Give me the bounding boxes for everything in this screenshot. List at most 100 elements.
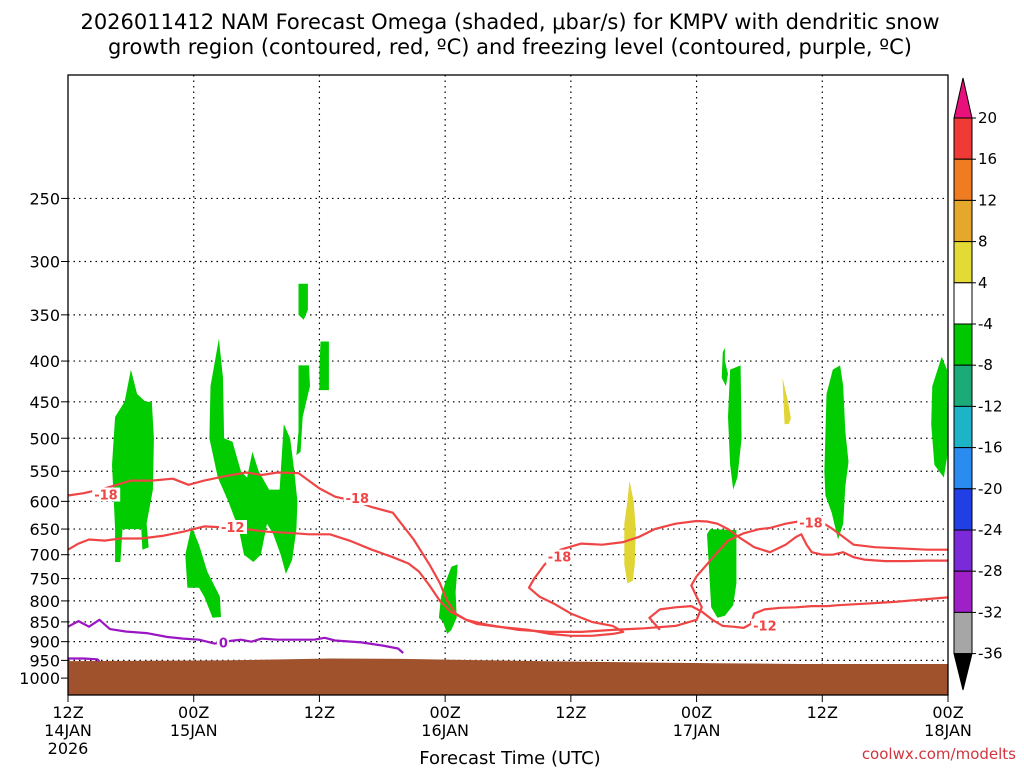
x-tick-label-12-1: 00Z [178, 703, 209, 722]
colorbar-swatch-2 [953, 158, 973, 201]
y-tick-label-350: 350 [29, 306, 60, 325]
y-tick-label-1000: 1000 [19, 669, 60, 688]
colorbar-label-5: -4 [978, 315, 993, 333]
omega-region-2 [209, 338, 298, 574]
x-tick-label-0-2: 14JAN [44, 721, 92, 740]
contour-label-bg-5 [751, 618, 780, 633]
colorbar-swatch-9 [953, 447, 973, 490]
y-tick-label-900: 900 [29, 633, 60, 652]
omega-region-7 [721, 347, 728, 387]
colorbar: 20 16 12 8 4 -4 -8 -12 -16 -20 -24 -28 -32 -36 [953, 77, 1003, 691]
y-tick-label-450: 450 [29, 393, 60, 412]
colorbar-label-11: -28 [978, 562, 1003, 580]
y-tick-label-400: 400 [29, 352, 60, 371]
x-tick-label-60-1: 00Z [681, 703, 712, 722]
contour-label-1: -18 [346, 492, 370, 507]
omega-region-12 [624, 480, 636, 584]
contour-label-bg-4 [797, 515, 826, 530]
y-tick-label-300: 300 [29, 253, 60, 272]
colorbar-label-0: 20 [978, 109, 997, 127]
colorbar-swatch-4 [953, 241, 973, 284]
colorbar-label-9: -20 [978, 480, 1003, 498]
colorbar-top-arrow [953, 77, 973, 119]
colorbar-swatch-8 [953, 405, 973, 449]
colorbar-swatch-6 [953, 323, 973, 366]
contour-label-5: -12 [753, 620, 777, 635]
y-tick-label-700: 700 [29, 546, 60, 565]
contour-label-bg-1 [343, 491, 372, 506]
y-tick-label-750: 750 [29, 570, 60, 589]
contour-line-0b [68, 657, 101, 662]
y-tick-label-250: 250 [29, 189, 60, 208]
contour-label-2: -12 [221, 521, 245, 536]
plot-area: -18 -18 -12 -18 -18 -12 0 [67, 74, 949, 696]
y-tick-label-600: 600 [29, 492, 60, 511]
colorbar-label-8: -16 [978, 439, 1003, 457]
x-tick-label-72-1: 12Z [807, 703, 838, 722]
colorbar-swatch-10 [953, 488, 973, 531]
colorbar-swatch-11 [953, 529, 973, 572]
contour-line--12b [648, 596, 949, 631]
x-tick-label-12-2: 15JAN [170, 721, 218, 740]
chart-title-line2: growth region (contoured, red, ºC) and f… [108, 35, 912, 59]
colorbar-label-4: 4 [978, 274, 988, 292]
x-tick-label-0-1: 12Z [52, 703, 83, 722]
omega-region-5 [319, 341, 329, 391]
colorbar-label-3: 8 [978, 233, 988, 251]
colorbar-swatch-5 [953, 282, 973, 325]
contour-label-0: -18 [94, 489, 118, 504]
colorbar-swatch-13 [953, 611, 973, 655]
contour-label-4: -18 [799, 517, 823, 532]
y-tick-label-800: 800 [29, 592, 60, 611]
y-tick-label-650: 650 [29, 520, 60, 539]
contour-line-0 [67, 618, 404, 654]
omega-region-9 [707, 529, 737, 618]
omega-region-10 [824, 365, 849, 540]
colorbar-label-10: -24 [978, 521, 1003, 539]
omega-region-8 [728, 365, 742, 490]
y-tick-label-550: 550 [29, 462, 60, 481]
omega-region-1 [185, 526, 221, 618]
contour-label-bg-3 [545, 549, 574, 564]
contour-line--18 [67, 471, 948, 637]
plot-frame [67, 74, 949, 696]
contour-label-6: 0 [219, 637, 228, 652]
contour-label-3: -18 [548, 551, 572, 566]
x-tick-label-24-1: 12Z [304, 703, 335, 722]
x-tick-label-60-2: 17JAN [673, 721, 721, 740]
y-tick-label-950: 950 [29, 651, 60, 670]
y-tick-label-500: 500 [29, 429, 60, 448]
omega-region-11 [931, 356, 948, 478]
x-tick-label-48-1: 12Z [555, 703, 586, 722]
contour-label-bg-2 [218, 519, 247, 534]
omega-region-4 [298, 283, 308, 320]
colorbar-swatch-12 [953, 570, 973, 613]
colorbar-label-6: -8 [978, 356, 993, 374]
contour-label-bg-6 [216, 635, 229, 650]
omega-region-3 [296, 365, 310, 456]
colorbar-label-12: -32 [978, 603, 1003, 621]
colorbar-bottom-arrow [953, 653, 973, 691]
colorbar-label-2: 12 [978, 191, 997, 209]
omega-region-6 [438, 564, 458, 634]
x-tick-label-36-1: 00Z [429, 703, 460, 722]
colorbar-label-7: -12 [978, 397, 1003, 415]
credit-text: coolwx.com/modelts [862, 745, 1016, 763]
colorbar-swatch-3 [953, 199, 973, 243]
omega-region-13 [782, 377, 791, 425]
y-axis: 2503003504004505005506006507007508008509… [19, 189, 68, 688]
x-tick-label-0-3: 2026 [48, 739, 89, 758]
colorbar-label-13: -36 [978, 645, 1003, 663]
colorbar-label-1: 16 [978, 150, 997, 168]
x-axis-label: Forecast Time (UTC) [419, 748, 600, 768]
x-tick-label-84-2: 18JAN [924, 721, 972, 740]
colorbar-swatch-7 [953, 364, 973, 407]
colorbar-swatch-1 [953, 117, 973, 160]
contour-label-bg-0 [92, 487, 121, 502]
omega-region-0 [112, 369, 154, 562]
y-tick-label-850: 850 [29, 613, 60, 632]
terrain-ground [68, 658, 948, 695]
chart-title-line1: 2026011412 NAM Forecast Omega (shaded, μ… [80, 10, 939, 34]
